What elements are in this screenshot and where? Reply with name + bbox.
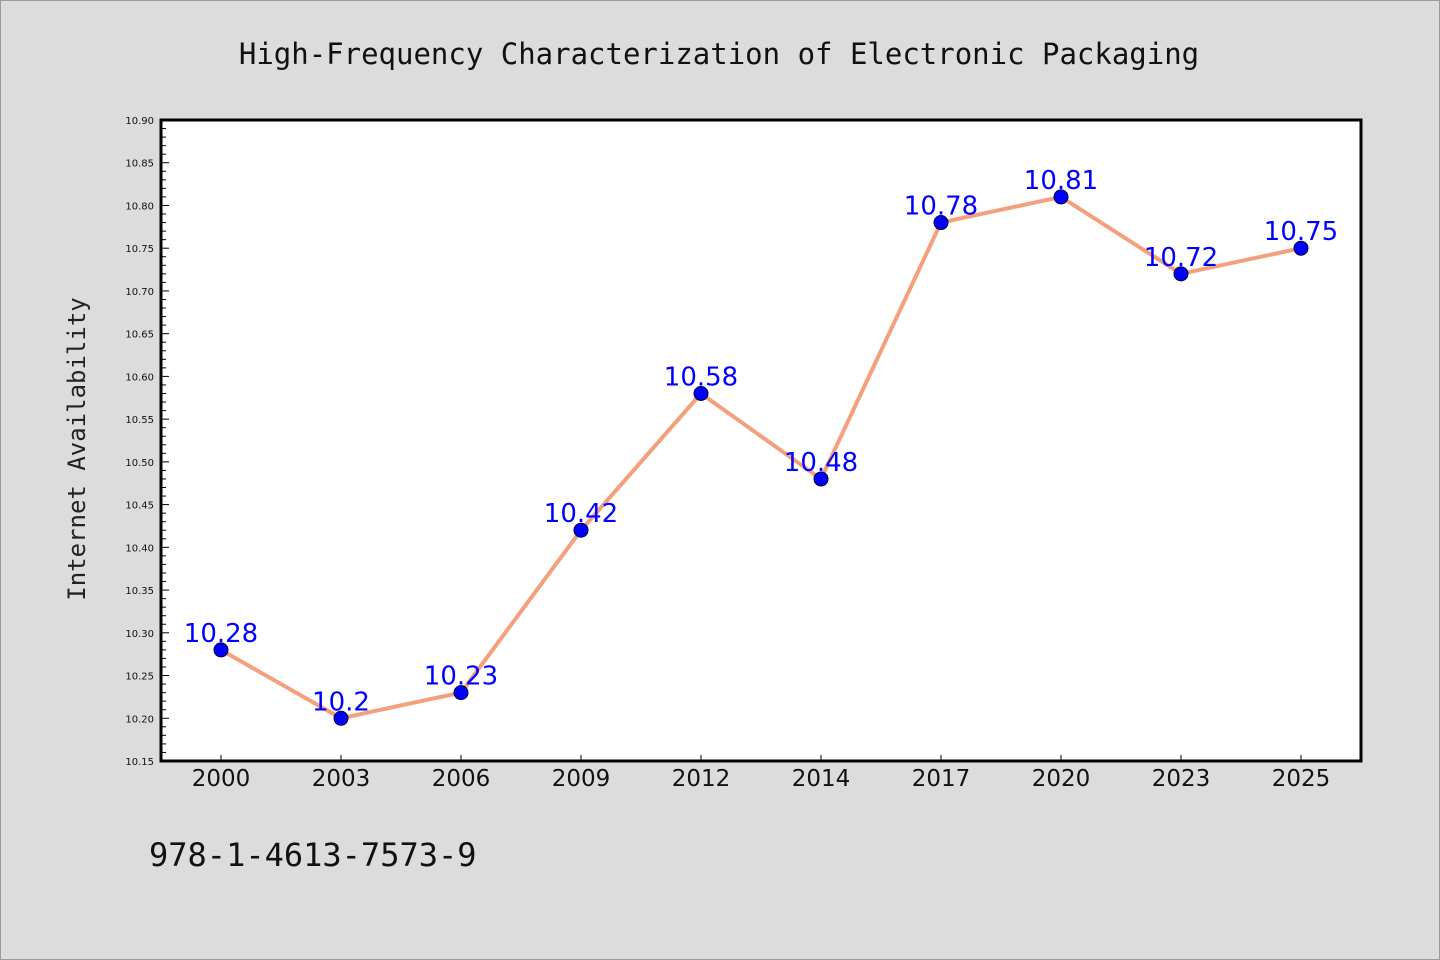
data-point-marker: [1293, 240, 1309, 256]
data-label: 10.42: [544, 499, 618, 529]
x-tick-label: 2020: [1032, 766, 1091, 792]
y-tick-label: 10.85: [125, 159, 154, 170]
x-tick-label: 2014: [792, 766, 851, 792]
data-point-marker: [1173, 266, 1189, 282]
data-label: 10.78: [904, 192, 978, 222]
y-tick-label: 10.20: [125, 714, 154, 725]
data-label: 10.81: [1024, 166, 1098, 196]
y-tick-label: 10.15: [125, 757, 154, 768]
y-tick-label: 10.60: [125, 372, 154, 383]
data-series: 10.28 10.2 10.23 10.42 10.58 10.48 10.78 10.81 1…: [184, 166, 1338, 726]
data-label: 10.48: [784, 448, 858, 478]
footer-isbn: 978-1-4613-7573-9: [149, 836, 477, 874]
y-tick-label: 10.25: [125, 672, 154, 683]
data-point-marker: [453, 685, 469, 701]
data-point-marker: [1053, 189, 1069, 205]
y-tick-label: 10.65: [125, 330, 154, 341]
y-tick-label: 10.35: [125, 586, 154, 597]
data-point-marker: [813, 471, 829, 487]
y-tick-label: 10.80: [125, 201, 154, 212]
x-tick-label: 2023: [1152, 766, 1211, 792]
y-tick-label: 10.55: [125, 415, 154, 426]
data-point-marker: [333, 710, 349, 726]
x-tick-label: 2009: [552, 766, 611, 792]
data-point-marker: [933, 215, 949, 231]
plot-area: [159, 118, 1363, 763]
data-label: 10.72: [1144, 243, 1218, 273]
y-axis-label: Internet Availability: [63, 297, 91, 600]
x-tick-label: 2003: [312, 766, 371, 792]
data-label: 10.2: [312, 687, 370, 717]
x-axis: 2000 2003 2006 2009 2012 2014 2017 2020 2023 2025: [192, 755, 1331, 792]
data-point-marker: [213, 642, 229, 658]
y-axis: 10.15 10.20 10.25 10.30 10.35 10.40 10.45 10.50…: [125, 116, 169, 768]
y-tick-label: 10.70: [125, 287, 154, 298]
x-tick-label: 2017: [912, 766, 971, 792]
y-tick-label: 10.50: [125, 458, 154, 469]
data-label: 10.58: [664, 362, 738, 392]
data-point-marker: [573, 522, 589, 538]
x-tick-label: 2000: [192, 766, 251, 792]
x-tick-label: 2012: [672, 766, 731, 792]
y-tick-label: 10.30: [125, 629, 154, 640]
y-tick-label: 10.75: [125, 244, 154, 255]
data-label: 10.23: [424, 662, 498, 692]
y-tick-label: 10.45: [125, 501, 154, 512]
series-line: [219, 194, 1303, 721]
y-tick-label: 10.40: [125, 543, 154, 554]
x-tick-label: 2025: [1272, 766, 1331, 792]
data-point-marker: [693, 385, 709, 401]
data-label: 10.75: [1264, 217, 1338, 247]
y-tick-label: 10.90: [125, 116, 154, 127]
chart-title: High-Frequency Characterization of Elect…: [239, 37, 1199, 71]
data-label: 10.28: [184, 619, 258, 649]
x-tick-label: 2006: [432, 766, 491, 792]
